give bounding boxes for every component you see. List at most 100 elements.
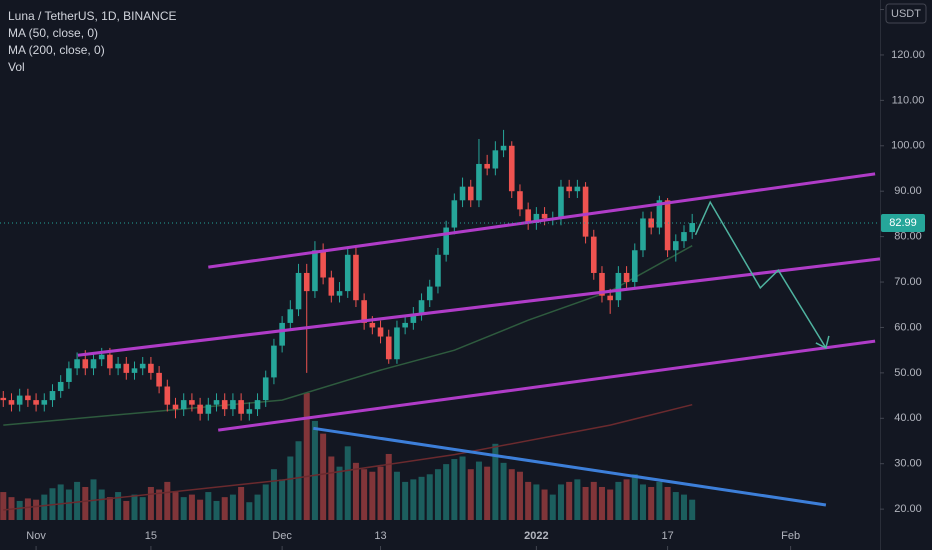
y-tick-label: 120.00 xyxy=(891,49,925,61)
volume-bar xyxy=(500,462,507,520)
volume-bar xyxy=(607,489,614,520)
candle-body xyxy=(189,400,195,405)
overlay: Luna / TetherUS, 1D, BINANCE MA (50, clo… xyxy=(8,3,927,74)
y-tick-label: 80.00 xyxy=(894,231,922,243)
candle-body xyxy=(271,345,277,378)
volume-bar xyxy=(205,492,212,520)
volume-bar xyxy=(221,497,228,520)
volume-bar xyxy=(582,486,589,520)
volume-bar xyxy=(566,481,573,520)
volume-bar xyxy=(574,479,581,520)
candle-body xyxy=(49,391,56,401)
candle-body xyxy=(25,395,31,401)
volume-bar xyxy=(467,469,474,520)
y-tick-label: 60.00 xyxy=(894,321,922,333)
volume-bar xyxy=(123,500,130,520)
candle-body xyxy=(590,236,597,273)
volume-bar xyxy=(615,481,622,520)
volume-bar xyxy=(475,461,482,520)
volume-bar xyxy=(238,486,245,520)
currency-box[interactable] xyxy=(885,3,927,24)
volume-bar xyxy=(33,499,40,520)
candle-body xyxy=(320,250,326,278)
volume-bar xyxy=(188,494,195,520)
candle-body xyxy=(115,363,121,369)
candle-body xyxy=(517,191,523,210)
legend-entry: MA (200, close, 0) xyxy=(8,43,105,57)
volume-bar xyxy=(361,469,368,520)
candle-body xyxy=(361,300,367,323)
volume-bar xyxy=(328,456,335,520)
candle-body xyxy=(221,400,228,410)
volume-bar xyxy=(213,500,220,520)
candle-body xyxy=(246,409,253,414)
candle-body xyxy=(377,327,384,337)
x-tick-label: Feb xyxy=(781,530,800,542)
candle-body xyxy=(131,368,138,373)
candle-body xyxy=(262,377,269,401)
candle-body xyxy=(582,186,589,237)
candle-body xyxy=(476,163,482,201)
y-tick-label: 50.00 xyxy=(894,367,922,379)
candle-body xyxy=(287,309,294,323)
candle-body xyxy=(156,372,162,387)
volume-bar xyxy=(229,494,236,520)
legend-entry: MA (50, close, 0) xyxy=(8,26,98,40)
candle-body xyxy=(566,186,572,192)
volume-bar xyxy=(648,486,655,520)
candle-body xyxy=(336,291,343,296)
candle-body xyxy=(615,272,622,301)
volume-bar xyxy=(656,481,663,520)
candle-body xyxy=(8,400,15,405)
candle-body xyxy=(394,327,400,360)
candle-body xyxy=(57,381,64,392)
volume-bar xyxy=(393,471,400,520)
volume-bar xyxy=(459,456,466,520)
volume-bar xyxy=(24,498,31,520)
volume-bar xyxy=(443,464,450,520)
candle-body xyxy=(599,272,605,296)
moving-average-line xyxy=(3,403,693,511)
currency-label[interactable]: USDT xyxy=(891,8,921,20)
y-tick-label: 40.00 xyxy=(894,412,922,424)
candle-body xyxy=(385,336,392,360)
candle-body xyxy=(295,272,302,310)
y-tick-label: 20.00 xyxy=(894,503,922,515)
volume-bar xyxy=(451,459,458,520)
candle-body xyxy=(164,386,171,405)
candle-body xyxy=(640,218,646,251)
volume-bar xyxy=(377,466,384,520)
candle-body xyxy=(0,397,7,401)
volume-bar xyxy=(16,500,23,520)
candle-body xyxy=(33,400,39,405)
volume-bar xyxy=(623,479,630,520)
volume-bar xyxy=(598,486,605,520)
candle-body xyxy=(607,295,613,301)
candle-body xyxy=(689,223,695,233)
volume-bar xyxy=(689,499,696,520)
volume-bar xyxy=(0,492,7,520)
volume-bar xyxy=(172,492,179,520)
volume-bar xyxy=(279,479,286,520)
y-tick-label: 110.00 xyxy=(892,94,925,106)
candle-body xyxy=(123,363,130,373)
volume-bar xyxy=(262,484,269,520)
trend-line xyxy=(208,172,876,269)
candle-body xyxy=(525,209,531,223)
candle-body xyxy=(328,277,335,296)
volume-bar xyxy=(508,469,515,520)
candle-body xyxy=(623,272,630,283)
candle-body xyxy=(664,200,671,251)
candle-body xyxy=(98,354,105,360)
volume-bar xyxy=(336,466,343,520)
candle-body xyxy=(574,186,581,192)
candle-body xyxy=(16,395,23,405)
volume-bar xyxy=(533,484,540,520)
candle-body xyxy=(508,145,515,192)
volume-bar xyxy=(557,484,564,520)
volume-bar xyxy=(164,481,171,520)
volume-bar xyxy=(311,420,318,520)
volume-bar xyxy=(131,494,138,520)
volume-bar xyxy=(180,497,187,520)
volume-bar xyxy=(402,481,409,520)
